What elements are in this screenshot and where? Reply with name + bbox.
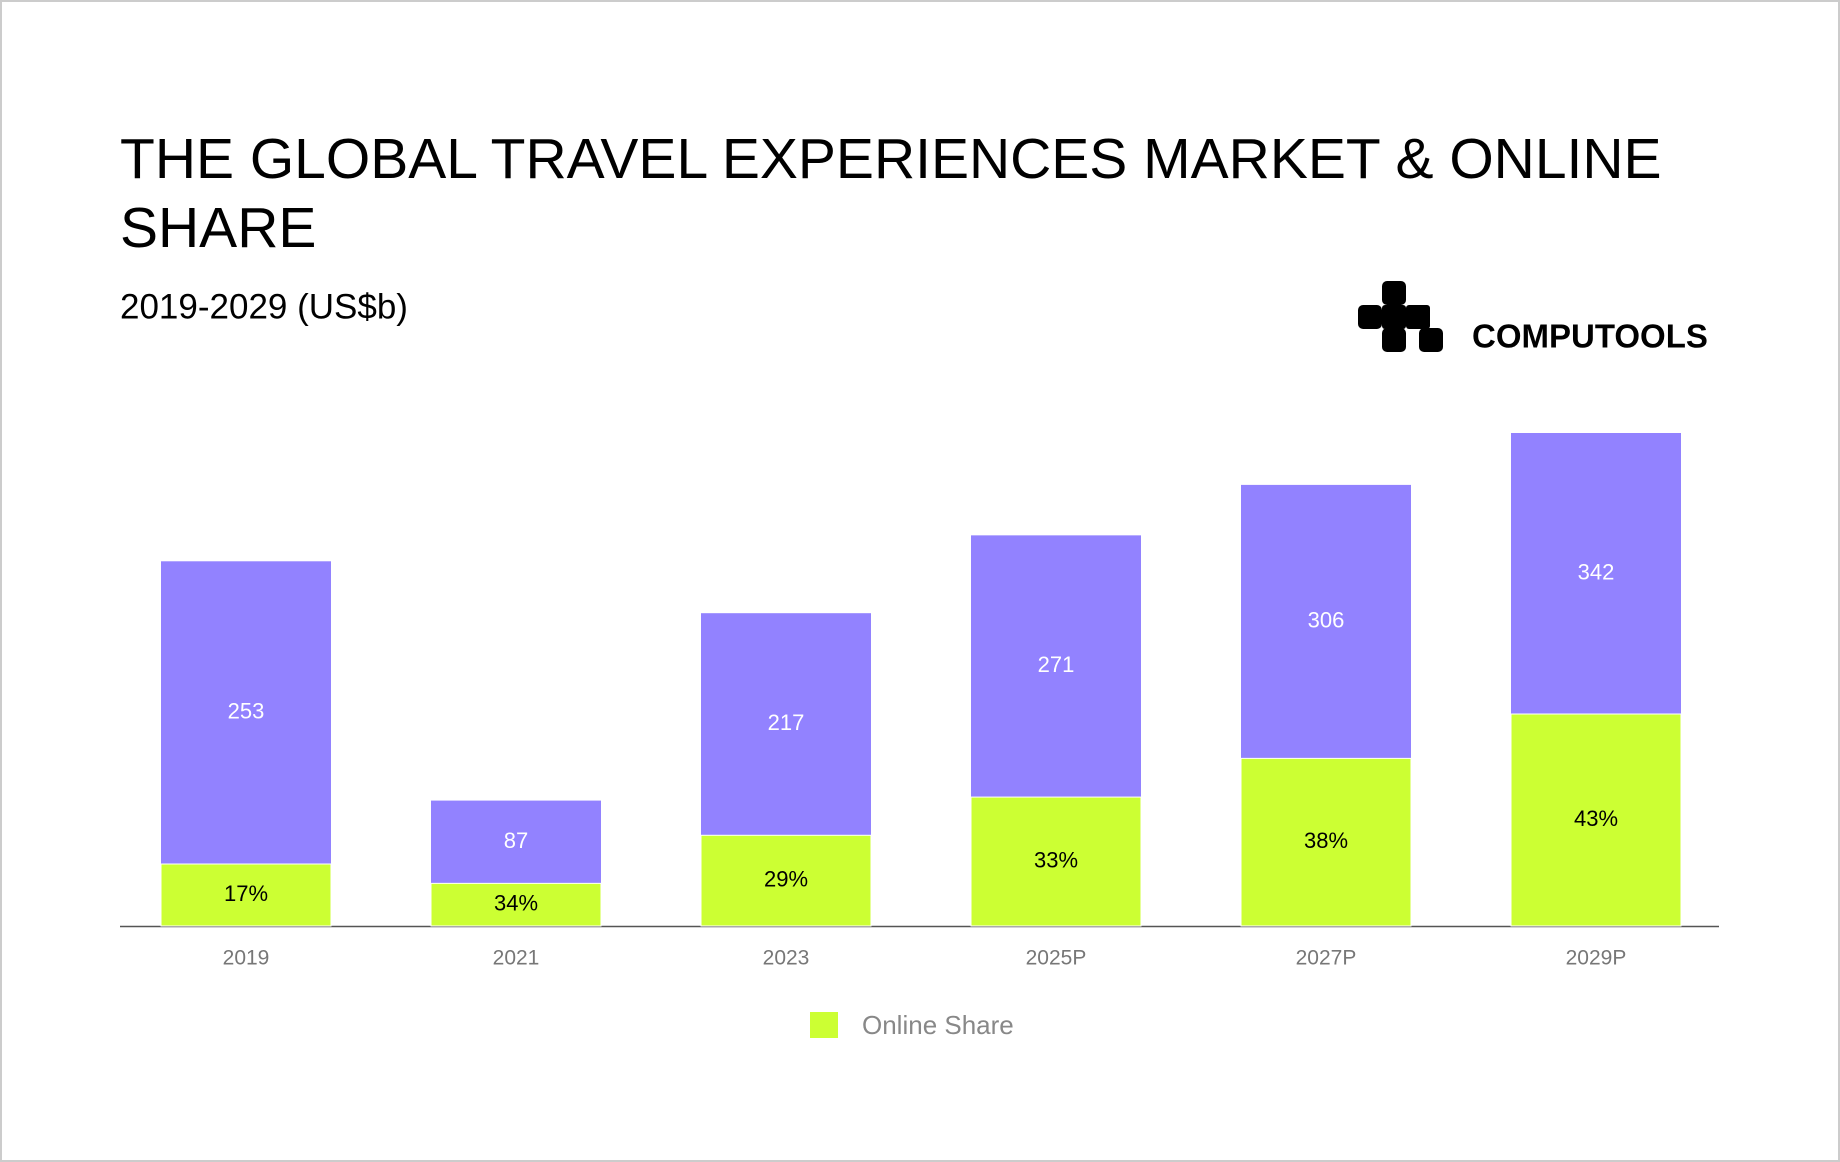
value-label: 38% xyxy=(1304,828,1348,853)
brand-name: COMPUTOOLS xyxy=(1472,318,1708,355)
value-label: 271 xyxy=(1038,652,1075,677)
value-label: 29% xyxy=(764,866,808,891)
bar-total xyxy=(1511,433,1681,715)
value-label: 17% xyxy=(224,881,268,906)
bar-total xyxy=(971,535,1141,798)
bar-total xyxy=(161,561,331,865)
brand-logo xyxy=(1358,281,1443,352)
value-label: 43% xyxy=(1574,806,1618,831)
value-label: 34% xyxy=(494,890,538,915)
value-label: 87 xyxy=(504,828,528,853)
x-tick-label: 2021 xyxy=(493,947,540,970)
x-tick-label: 2027P xyxy=(1296,947,1357,970)
x-tick-label: 2025P xyxy=(1026,947,1087,970)
bar-online-share xyxy=(970,796,1142,927)
value-label: 306 xyxy=(1308,607,1345,632)
value-label: 217 xyxy=(768,710,805,735)
bar-online-share xyxy=(430,882,602,927)
legend-label: Online Share xyxy=(862,1010,1014,1040)
value-label: 33% xyxy=(1034,847,1078,872)
value-label: 253 xyxy=(228,698,265,723)
x-tick-label: 2023 xyxy=(763,947,810,970)
bar-total xyxy=(701,613,871,836)
bar-online-share xyxy=(700,834,872,927)
legend-swatch xyxy=(810,1012,838,1038)
x-tick-label: 2019 xyxy=(223,947,270,970)
bar-online-share xyxy=(1240,757,1412,927)
x-tick-label: 2029P xyxy=(1566,947,1627,970)
chart-subtitle: 2019-2029 (US$b) xyxy=(120,287,408,326)
bar-online-share xyxy=(160,863,332,927)
bar-online-share xyxy=(1510,713,1682,927)
value-label: 342 xyxy=(1578,559,1615,584)
bar-total xyxy=(1241,484,1411,759)
chart-title: THE GLOBAL TRAVEL EXPERIENCES MARKET & O… xyxy=(120,127,1662,260)
bar-total xyxy=(431,800,601,884)
